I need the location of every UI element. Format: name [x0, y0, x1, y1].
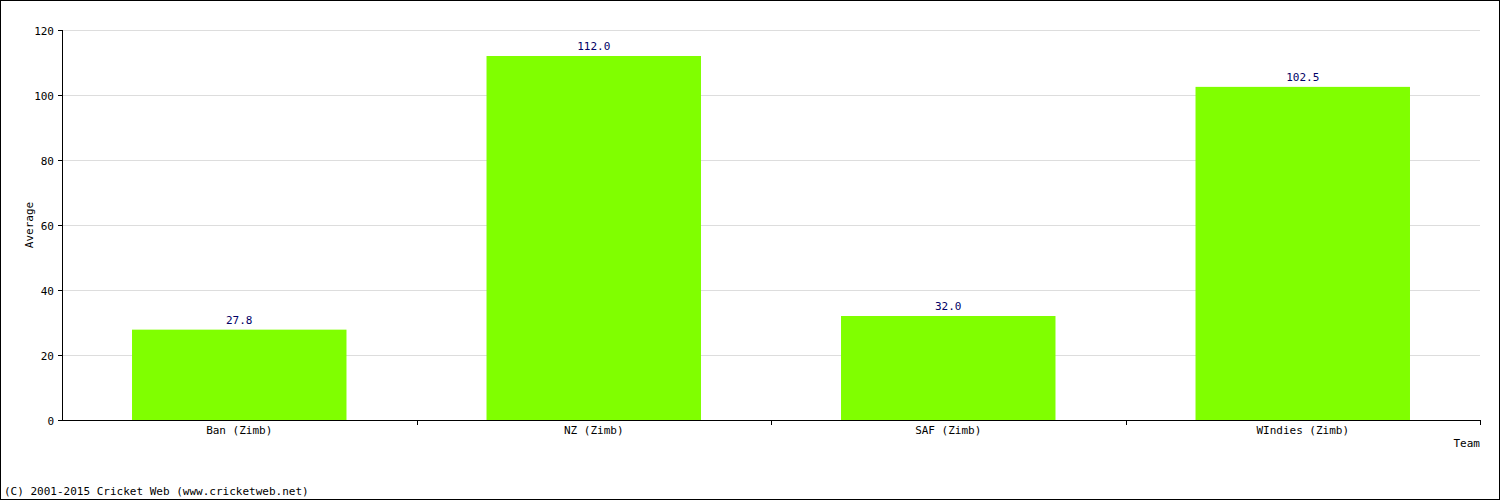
- y-tick: [58, 290, 62, 291]
- y-axis-title: Average: [23, 202, 36, 248]
- x-tick-label: SAF (Zimb): [915, 424, 981, 437]
- x-tick-label: NZ (Zimb): [564, 424, 624, 437]
- y-tick-label: 60: [41, 220, 54, 233]
- y-tick-label: 120: [34, 25, 54, 38]
- grid-line: [62, 30, 1480, 31]
- data-label: 27.8: [226, 314, 253, 327]
- x-tick: [771, 420, 772, 425]
- x-tick: [417, 420, 418, 425]
- y-tick: [58, 225, 62, 226]
- frame: [1, 1, 1500, 500]
- y-tick: [58, 95, 62, 96]
- y-axis: [62, 30, 63, 420]
- y-tick-label: 40: [41, 285, 54, 298]
- data-label: 112.0: [577, 40, 610, 53]
- y-tick-label: 100: [34, 90, 54, 103]
- data-label: 102.5: [1286, 71, 1319, 84]
- x-tick-label: Ban (Zimb): [206, 424, 272, 437]
- y-tick-label: 0: [47, 415, 54, 428]
- x-tick: [1480, 420, 1481, 425]
- credit: (C) 2001-2015 Cricket Web (www.cricketwe…: [4, 485, 309, 498]
- y-tick: [58, 420, 62, 421]
- bar: [487, 56, 701, 420]
- y-tick-label: 20: [41, 350, 54, 363]
- y-tick-label: 80: [41, 155, 54, 168]
- bars: [132, 56, 1410, 420]
- bar: [841, 316, 1055, 420]
- y-tick: [58, 355, 62, 356]
- y-tick: [58, 30, 62, 31]
- x-axis-title: Team: [1454, 437, 1481, 450]
- x-tick-label: WIndies (Zimb): [1256, 424, 1349, 437]
- bar: [132, 330, 346, 420]
- y-tick: [58, 160, 62, 161]
- chart: 0 20 40 60 80 100 120 27.8 112.0 32.0 102.5 Ban (Zi…: [0, 0, 1500, 500]
- bar: [1196, 87, 1410, 420]
- data-label: 32.0: [935, 300, 962, 313]
- x-tick: [1126, 420, 1127, 425]
